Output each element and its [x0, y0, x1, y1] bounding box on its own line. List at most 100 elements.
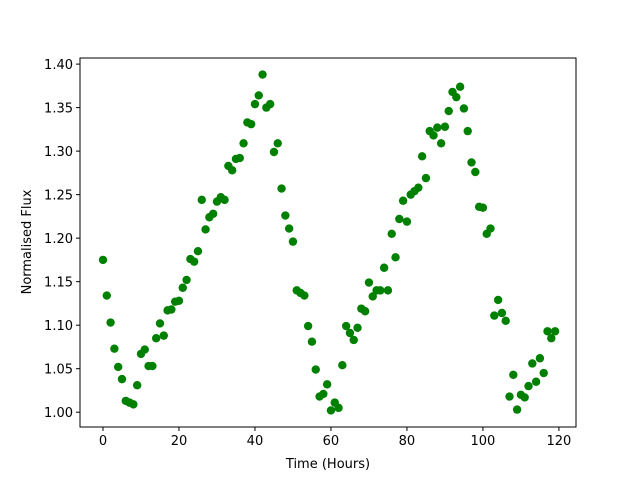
point: [277, 184, 286, 193]
point: [455, 82, 465, 91]
y-tick-label: 1.20: [44, 232, 73, 247]
point: [497, 308, 507, 318]
point: [235, 153, 244, 163]
point: [284, 224, 294, 233]
point: [106, 318, 115, 327]
point: [326, 406, 336, 415]
y-tick-label: 1.05: [44, 363, 73, 378]
point: [220, 195, 229, 205]
point: [250, 99, 260, 109]
point: [436, 139, 446, 148]
point: [197, 195, 206, 205]
point: [391, 253, 400, 262]
point: [132, 381, 142, 390]
point: [471, 167, 480, 177]
point: [486, 224, 495, 233]
point: [201, 225, 210, 234]
point: [550, 327, 560, 336]
point: [395, 214, 404, 224]
point: [182, 275, 191, 285]
point: [349, 335, 358, 345]
point: [478, 203, 488, 212]
point: [467, 158, 476, 167]
point: [501, 316, 510, 326]
point: [311, 365, 320, 374]
x-tick-label: 60: [323, 434, 340, 449]
point: [98, 255, 108, 265]
point: [543, 327, 552, 336]
point: [273, 139, 282, 148]
point: [189, 257, 199, 266]
x-tick-label: 80: [399, 434, 416, 449]
point: [387, 229, 396, 238]
point: [520, 393, 529, 402]
point: [300, 291, 309, 300]
point: [528, 359, 537, 368]
point: [246, 119, 256, 129]
point: [459, 104, 469, 113]
point: [227, 166, 237, 175]
y-tick-label: 1.35: [44, 102, 73, 117]
point: [493, 295, 503, 305]
point: [512, 405, 522, 414]
axes-frame: [79, 57, 577, 428]
x-tick-label: 120: [546, 434, 571, 449]
point: [417, 152, 427, 161]
point: [383, 286, 393, 295]
point: [535, 354, 545, 363]
point: [102, 291, 111, 300]
point: [398, 196, 408, 205]
point: [129, 400, 138, 409]
point: [303, 321, 313, 331]
x-tick-label: 40: [247, 434, 264, 449]
point: [452, 92, 461, 102]
point: [334, 403, 343, 413]
y-tick-label: 1.00: [44, 406, 73, 421]
point: [421, 173, 431, 183]
point: [353, 323, 362, 332]
y-tick-label: 1.25: [44, 189, 73, 204]
point: [345, 328, 355, 338]
point: [113, 362, 123, 372]
point: [281, 211, 290, 220]
x-tick-label: 100: [471, 434, 496, 449]
y-tick-label: 1.30: [44, 145, 73, 160]
point: [239, 139, 248, 148]
point: [319, 389, 328, 399]
point: [433, 123, 442, 132]
point: [193, 247, 203, 256]
point: [402, 217, 412, 226]
point: [151, 334, 161, 343]
point: [288, 237, 298, 246]
point: [547, 334, 556, 343]
point: [444, 106, 453, 116]
y-axis-label: Normalised Flux: [20, 189, 35, 294]
point: [254, 91, 263, 100]
point: [140, 345, 149, 354]
point: [265, 99, 275, 109]
y-tick-label: 1.40: [44, 58, 73, 73]
point: [364, 278, 374, 287]
point: [269, 147, 279, 157]
x-tick-label: 20: [171, 434, 188, 449]
point: [159, 331, 168, 340]
point: [258, 70, 267, 79]
point: [429, 131, 438, 140]
point: [368, 292, 377, 301]
point: [117, 374, 127, 384]
point: [148, 361, 157, 371]
point: [307, 337, 317, 346]
point: [341, 321, 351, 331]
point: [167, 305, 176, 314]
point: [174, 296, 184, 306]
y-tick-label: 1.15: [44, 276, 73, 291]
x-tick-label: 0: [99, 434, 107, 449]
point: [338, 361, 347, 370]
point: [379, 263, 389, 272]
point: [490, 311, 499, 320]
point: [322, 380, 332, 389]
point: [524, 381, 533, 391]
point: [505, 392, 514, 401]
point: [178, 283, 187, 292]
